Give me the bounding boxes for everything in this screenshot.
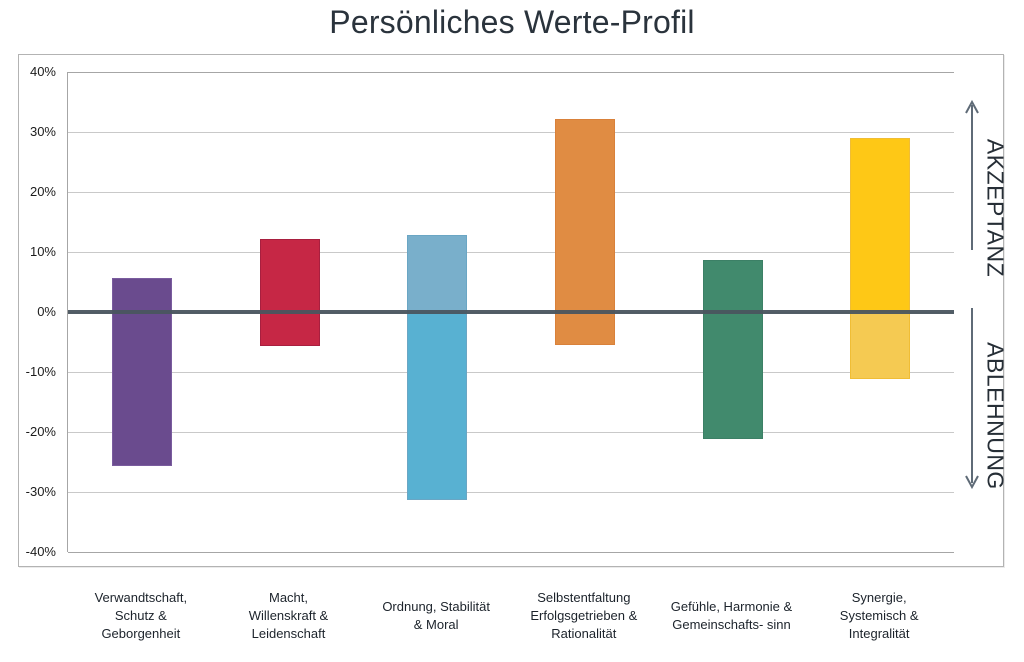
bar-segment-negative	[850, 312, 911, 379]
y-tick-label: 40%	[29, 64, 56, 79]
bar-segment-positive	[259, 238, 320, 312]
gridline	[68, 251, 954, 253]
category-label-line: Integralität	[848, 626, 910, 641]
bar-segment-negative	[111, 312, 172, 467]
category-label-line: Gefühle, Harmonie &	[670, 599, 793, 614]
gridline	[68, 491, 954, 493]
bar-segment-positive	[850, 138, 911, 312]
category-label-line: Gemeinschafts- sinn	[672, 617, 791, 632]
bar-segment-positive	[407, 235, 468, 312]
y-tick-label: 20%	[29, 184, 56, 199]
plot-area	[67, 71, 954, 553]
category-label-line: Verwandtschaft,	[94, 590, 188, 605]
category-label: Gefühle, Harmonie & Gemeinschafts- sinn	[647, 580, 817, 652]
category-label-line: Selbstentfaltung	[537, 590, 631, 605]
category-label: Macht, Willenskraft & Leidenschaft	[204, 580, 374, 652]
akzeptanz-axis-label: AKZEPTANZ	[982, 138, 1009, 278]
category-label-line: Synergie,	[851, 590, 907, 605]
bar-segment-positive	[111, 278, 172, 312]
category-label: Verwandtschaft, Schutz & Geborgenheit	[56, 580, 226, 652]
gridline	[68, 371, 954, 373]
gridline	[68, 551, 954, 553]
bar-segment-negative	[259, 312, 320, 347]
y-tick-label: -30%	[25, 484, 56, 499]
y-tick-label: -10%	[25, 364, 56, 379]
category-label-line: Rationalität	[551, 626, 617, 641]
bar-segment-negative	[554, 312, 615, 345]
category-label-line: Systemisch &	[839, 608, 919, 623]
category-label-line: Ordnung, Stabilität	[382, 599, 490, 614]
y-tick-label: 30%	[29, 124, 56, 139]
acceptance-rejection-arrows	[965, 99, 979, 490]
y-tick-label: -40%	[25, 544, 56, 559]
bar-segment-negative	[407, 312, 468, 500]
y-tick-label: 0%	[37, 304, 56, 319]
acceptance-up-arrow	[965, 99, 979, 250]
category-label-line: Geborgenheit	[101, 626, 181, 641]
gridline	[68, 131, 954, 133]
category-label-line: & Moral	[413, 617, 459, 632]
bar-segment-negative	[702, 312, 763, 440]
y-tick-label: -20%	[25, 424, 56, 439]
bar-segment-positive	[554, 118, 615, 312]
category-label-line: Schutz &	[114, 608, 167, 623]
ablehnung-axis-label: ABLEHNUNG	[982, 342, 1009, 490]
chart-title: Persönliches Werte-Profil	[329, 4, 695, 40]
category-axis-labels: Verwandtschaft, Schutz & Geborgenheit Macht…	[0, 580, 1024, 656]
bar-segment-positive	[702, 260, 763, 312]
category-label-line: Erfolgsgetrieben &	[530, 608, 638, 623]
gridline	[68, 191, 954, 193]
zero-baseline	[68, 310, 954, 314]
category-label: Selbstentfaltung Erfolgsgetrieben & Ration…	[499, 580, 669, 652]
gridline	[68, 431, 954, 433]
category-label-line: Macht,	[268, 590, 308, 605]
category-label-line: Willenskraft &	[248, 608, 329, 623]
category-label-line: Leidenschaft	[251, 626, 326, 641]
category-label: Synergie, Systemisch & Integralität	[794, 580, 964, 652]
gridline	[68, 71, 954, 73]
category-label: Ordnung, Stabilität & Moral	[351, 580, 521, 652]
y-tick-label: 10%	[29, 244, 56, 259]
rejection-down-arrow	[965, 308, 979, 490]
